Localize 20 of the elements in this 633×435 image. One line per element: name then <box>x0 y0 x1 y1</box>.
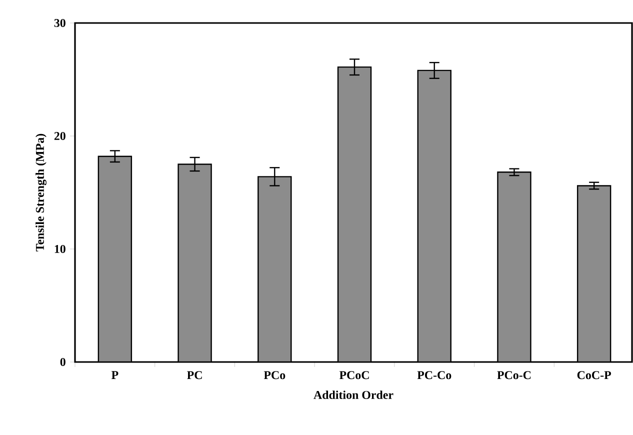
bar <box>258 176 292 362</box>
x-tick-label: PC-Co <box>417 371 452 380</box>
y-tick-label: 20 <box>54 132 66 140</box>
bar <box>497 172 532 362</box>
bar <box>337 66 372 362</box>
y-tick-label: 10 <box>54 244 66 254</box>
y-tick-label: 0 <box>60 358 66 366</box>
bar <box>417 70 452 362</box>
bar <box>576 185 612 362</box>
x-tick-label: P <box>111 371 118 379</box>
x-tick-label: PCoC <box>339 371 369 380</box>
bar <box>178 164 212 362</box>
y-axis-title: Tensile Strength (MPa) <box>36 134 46 252</box>
x-tick-label: CoC-P <box>577 371 611 380</box>
x-axis-title: Addition Order <box>314 390 394 399</box>
x-tick-label: PCo <box>264 371 286 380</box>
bar <box>98 156 132 362</box>
x-tick-label: PCo-C <box>497 371 531 380</box>
y-tick-label: 30 <box>54 18 66 28</box>
x-tick-label: PC <box>187 371 202 380</box>
